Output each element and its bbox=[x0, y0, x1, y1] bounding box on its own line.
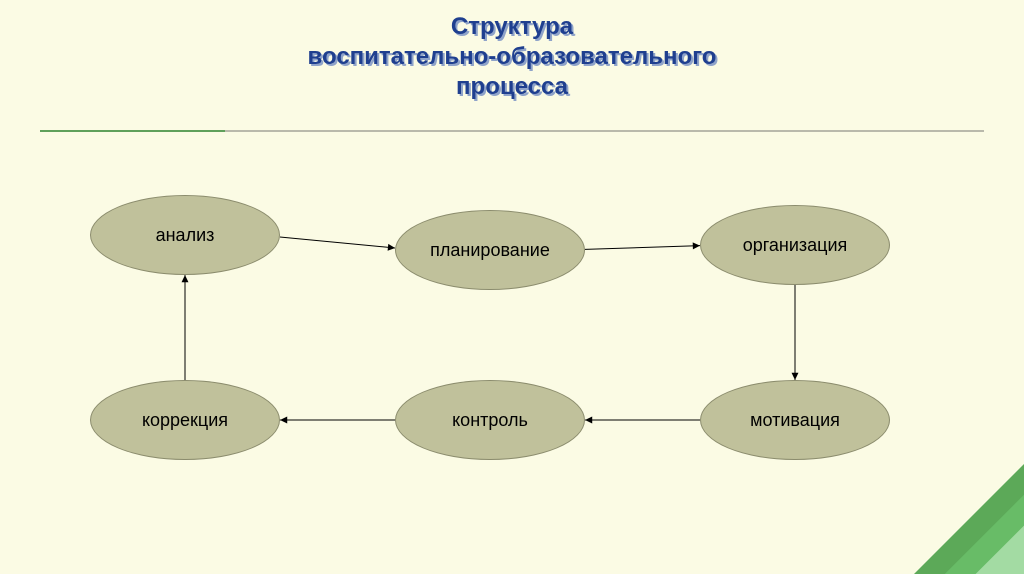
node-control: контроль bbox=[395, 380, 585, 460]
node-analysis: анализ bbox=[90, 195, 280, 275]
node-correction: коррекция bbox=[90, 380, 280, 460]
title-line: воспитательно-образовательного bbox=[0, 42, 1024, 72]
slide: Структуравоспитательно-образовательногоп… bbox=[0, 0, 1024, 574]
slide-title: Структуравоспитательно-образовательногоп… bbox=[0, 12, 1024, 102]
node-motivation: мотивация bbox=[700, 380, 890, 460]
node-planning: планирование bbox=[395, 210, 585, 290]
title-line: Структура bbox=[0, 12, 1024, 42]
separator-line bbox=[225, 130, 984, 132]
title-line: процесса bbox=[0, 72, 1024, 102]
separator-accent bbox=[40, 130, 225, 132]
corner-accent bbox=[914, 464, 1024, 574]
node-organize: организация bbox=[700, 205, 890, 285]
